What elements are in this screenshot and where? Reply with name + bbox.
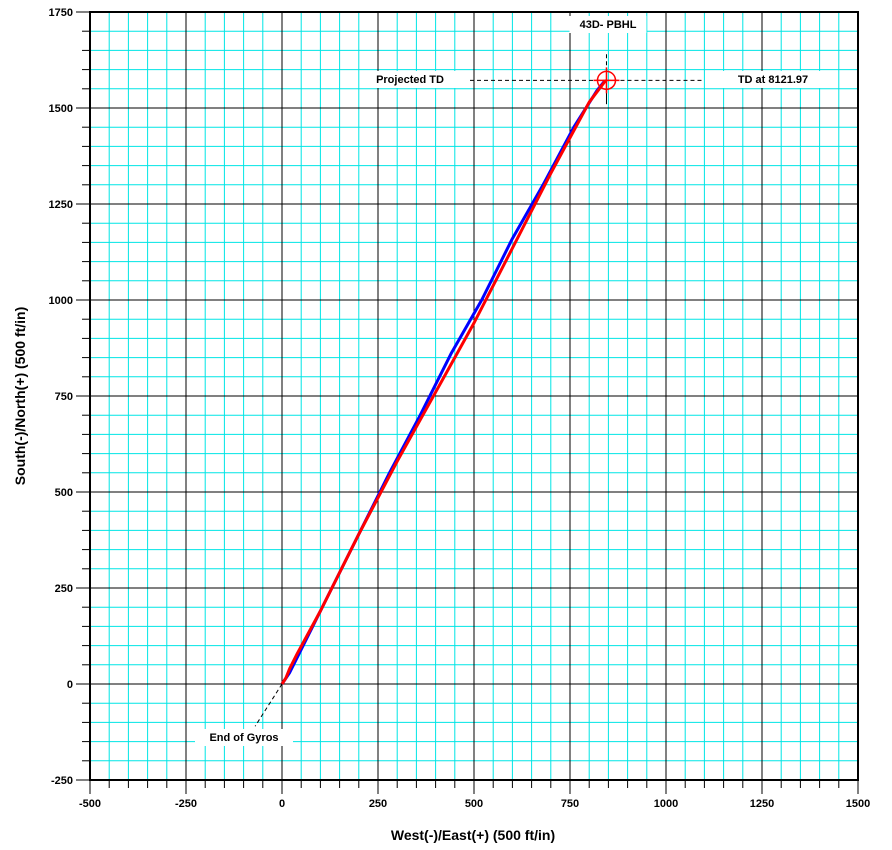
x-tick-label: 1500 xyxy=(846,798,870,810)
x-axis-title: West(-)/East(+) (500 ft/in) xyxy=(391,827,555,843)
x-tick-label: 750 xyxy=(561,798,579,810)
y-axis-title: South(-)/North(+) (500 ft/in) xyxy=(12,307,28,485)
annotation-top: 43D- PBHL xyxy=(580,19,637,31)
gyros-leader xyxy=(254,683,283,727)
annotation-box-gyros xyxy=(195,729,293,746)
y-tick-label: 1250 xyxy=(49,199,73,211)
x-tick-label: -500 xyxy=(79,798,101,810)
x-tick-label: 1250 xyxy=(750,798,774,810)
x-tick-label: 250 xyxy=(369,798,387,810)
x-tick-label: 500 xyxy=(465,798,483,810)
y-tick-label: 250 xyxy=(55,583,73,595)
y-tick-label: -250 xyxy=(51,775,73,787)
x-tick-label: 1000 xyxy=(654,798,678,810)
y-tick-label: 1750 xyxy=(49,7,73,19)
y-tick-label: 750 xyxy=(55,391,73,403)
annotation-projected: Projected TD xyxy=(376,74,444,86)
y-tick-label: 500 xyxy=(55,487,73,499)
annotation-box-top xyxy=(569,16,647,33)
y-tick-label: 1000 xyxy=(49,295,73,307)
annotation-gyros: End of Gyros xyxy=(209,732,278,744)
x-tick-label: -250 xyxy=(175,798,197,810)
series-layer xyxy=(280,79,608,685)
x-tick-label: 0 xyxy=(279,798,285,810)
series-line-plan xyxy=(280,79,608,685)
annotation-box-projected xyxy=(361,71,459,88)
annotation-td: TD at 8121.97 xyxy=(738,74,808,86)
annotation-box-td xyxy=(720,71,826,88)
annotation-layer: 43D- PBHL Projected TD TD at 8121.97 End of… xyxy=(195,16,826,746)
y-tick-label: 0 xyxy=(67,679,73,691)
tick-layer: -500 -250 0 250 500 750 1000 1250 1500 -250 0 250 50… xyxy=(49,7,871,810)
y-tick-label: 1500 xyxy=(49,103,73,115)
